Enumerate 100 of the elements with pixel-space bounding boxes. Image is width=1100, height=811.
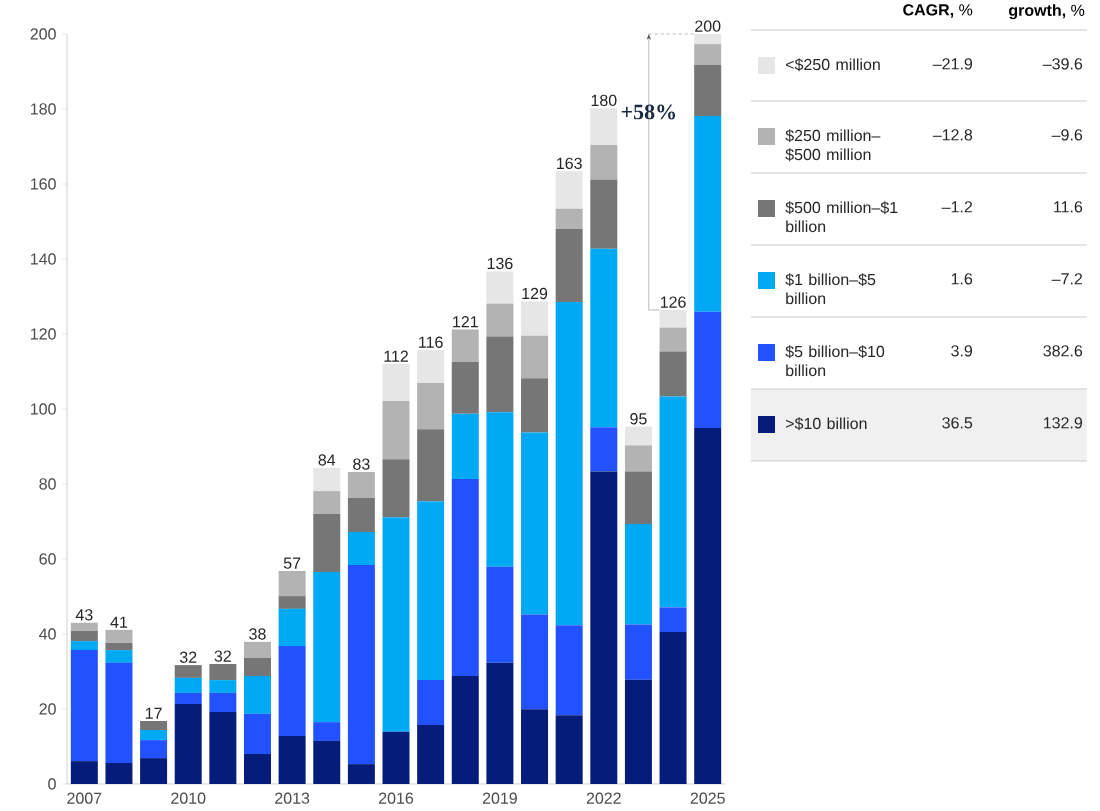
bar — [486, 412, 514, 567]
bar — [209, 692, 237, 712]
total-label: 129 — [522, 287, 548, 300]
total-label: 116 — [419, 336, 443, 348]
bar — [521, 378, 549, 433]
total-label: 83 — [353, 458, 370, 470]
bar — [590, 144, 618, 180]
text: 3.9 — [951, 345, 973, 357]
legend-label: $1 billion–$5 billion — [785, 273, 876, 305]
x-tick-label: 2019 — [482, 792, 517, 804]
bar — [347, 564, 375, 765]
total-label: 112 — [384, 350, 408, 362]
total-label: 57 — [283, 557, 301, 569]
bar — [209, 663, 237, 681]
text: 382.6 — [1043, 345, 1083, 357]
bar — [624, 624, 652, 680]
legend-label: >$10 billion — [786, 417, 867, 431]
bar — [694, 116, 722, 312]
bar — [278, 596, 306, 609]
bar — [624, 524, 652, 625]
total-label: 32 — [214, 650, 231, 662]
bar — [590, 179, 618, 249]
text: 11.6 — [1054, 201, 1083, 213]
bar — [624, 426, 652, 446]
bar — [417, 383, 445, 430]
total-label: 32 — [179, 651, 197, 663]
total-label: 121 — [453, 316, 478, 328]
bar — [278, 645, 306, 736]
bar — [382, 459, 410, 518]
bar — [451, 329, 479, 363]
text: –39.6 — [1042, 58, 1083, 70]
bar — [313, 513, 341, 573]
bar — [70, 641, 98, 651]
bar — [417, 429, 445, 502]
bar — [624, 445, 652, 472]
total-label: 163 — [557, 157, 582, 170]
bar — [417, 501, 445, 681]
bar — [209, 680, 237, 693]
bar — [243, 713, 271, 754]
x-tick-label: 2007 — [67, 792, 102, 804]
bar — [278, 570, 306, 597]
bar — [70, 650, 98, 762]
bar — [174, 692, 202, 705]
total-label: 200 — [695, 20, 721, 32]
bar — [486, 271, 514, 304]
bar — [694, 428, 722, 784]
text: 1.6 — [951, 273, 973, 285]
bar — [451, 479, 479, 676]
bar — [521, 301, 549, 336]
y-tick-label: 60 — [39, 553, 56, 565]
total-label: 136 — [487, 257, 513, 270]
bar — [694, 44, 722, 66]
x-tick-label: 2022 — [586, 792, 621, 804]
bar — [486, 662, 514, 784]
bar — [174, 704, 202, 784]
y-tick-label: 100 — [31, 403, 56, 415]
bar — [382, 401, 410, 460]
legend-label: $500 million–$1 billion — [785, 201, 898, 233]
bar — [417, 725, 445, 784]
bar — [694, 311, 722, 429]
bar — [174, 665, 202, 678]
x-tick-label: 2013 — [275, 792, 310, 804]
y-tick-label: 140 — [31, 253, 56, 265]
bar — [70, 761, 98, 784]
x-tick-label: 2025 — [690, 792, 725, 804]
bar — [347, 531, 375, 565]
bar — [486, 303, 514, 337]
bar — [451, 413, 479, 480]
y-tick-label: 160 — [31, 178, 56, 190]
bar — [659, 327, 687, 352]
y-tick-label: 20 — [39, 703, 56, 715]
bar — [347, 497, 375, 532]
bar — [347, 764, 375, 784]
bar — [140, 758, 168, 784]
y-tick-label: 120 — [31, 328, 56, 340]
total-label: 41 — [110, 616, 128, 628]
bar — [451, 675, 479, 784]
annotation: +58% — [621, 104, 676, 120]
bar — [209, 711, 237, 784]
bar — [624, 679, 652, 784]
bar — [313, 722, 341, 741]
bar — [555, 302, 583, 626]
bar — [417, 680, 445, 726]
bar — [417, 350, 445, 384]
bar — [521, 432, 549, 615]
bar — [347, 471, 375, 498]
bar — [105, 629, 133, 643]
bar — [659, 351, 687, 397]
bar — [140, 740, 168, 759]
text: 132.9 — [1043, 417, 1083, 429]
legend-label: <$250 million — [786, 58, 880, 72]
bar — [70, 630, 98, 642]
bar — [590, 248, 618, 428]
text: growth, % — [1009, 4, 1085, 20]
bar — [659, 309, 687, 328]
text: –9.6 — [1051, 129, 1083, 141]
y-tick-label: 80 — [39, 478, 56, 490]
bar — [243, 641, 271, 658]
x-tick-label: 2016 — [379, 792, 414, 804]
bar — [486, 336, 514, 413]
